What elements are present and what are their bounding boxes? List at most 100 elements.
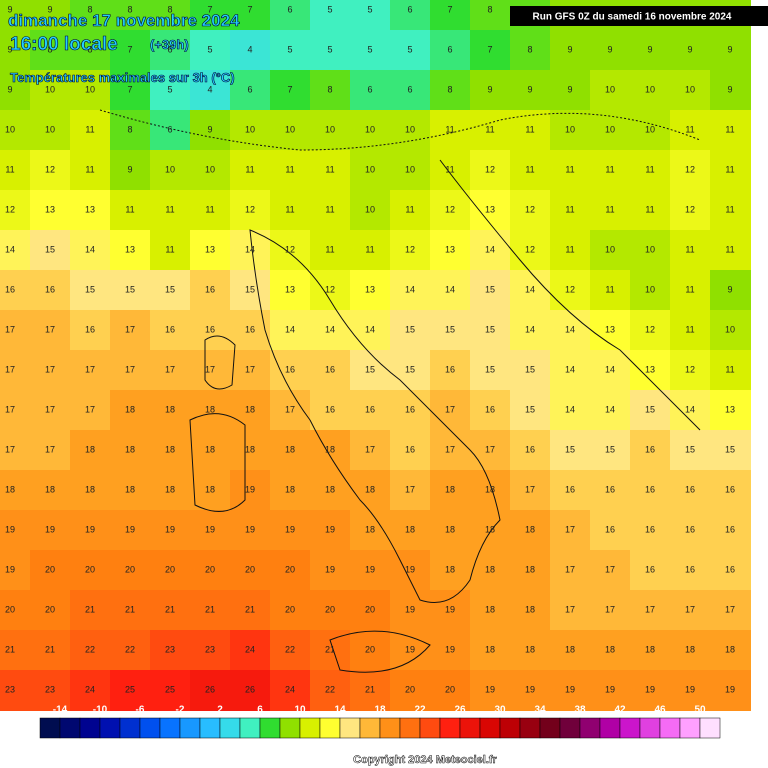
temp-cell — [390, 590, 431, 631]
temp-cell — [150, 390, 191, 431]
legend-swatch — [579, 717, 601, 739]
temp-cell — [350, 590, 391, 631]
temp-value: 16 — [525, 444, 535, 454]
temp-cell — [0, 270, 31, 311]
temp-value: 15 — [405, 364, 415, 374]
temp-value: 10 — [285, 124, 295, 134]
sicily — [329, 630, 431, 673]
temp-value: 18 — [85, 484, 95, 494]
temp-value: 19 — [605, 684, 615, 694]
temp-cell — [510, 470, 551, 511]
temp-cell — [470, 230, 511, 271]
temp-value: 14 — [245, 244, 255, 254]
temp-cell — [30, 630, 71, 671]
temp-cell — [390, 430, 431, 471]
temp-cell — [0, 30, 31, 71]
temp-cell — [430, 350, 471, 391]
temp-cell — [350, 230, 391, 271]
temp-value: 18 — [685, 644, 695, 654]
temp-cell — [430, 310, 471, 351]
temp-cell — [110, 190, 151, 231]
temp-value: 11 — [85, 124, 94, 134]
temp-cell — [510, 30, 551, 71]
temp-value: 18 — [285, 444, 295, 454]
temp-value: 11 — [725, 124, 734, 134]
legend-swatch — [99, 717, 121, 739]
temp-cell — [550, 630, 591, 671]
temp-value: 11 — [725, 364, 734, 374]
temp-cell — [190, 0, 231, 31]
temp-value: 7 — [127, 44, 132, 54]
temp-cell — [30, 670, 71, 711]
temp-cell — [310, 350, 351, 391]
temp-value: 15 — [485, 284, 495, 294]
temp-value: 9 — [647, 44, 652, 54]
temp-value: 11 — [645, 204, 654, 214]
temp-cell — [0, 190, 31, 231]
temp-value: 11 — [405, 204, 414, 214]
temp-value: 4 — [247, 44, 252, 54]
temp-cell — [70, 70, 111, 111]
temp-cell — [110, 30, 151, 71]
temp-value: 17 — [565, 604, 575, 614]
temp-value: 11 — [485, 124, 494, 134]
temp-cell — [550, 110, 591, 151]
legend-label: -4 — [156, 747, 165, 758]
temp-value: 21 — [365, 684, 375, 694]
temp-cell — [430, 430, 471, 471]
temp-value: 17 — [725, 604, 735, 614]
legend-label: 48 — [674, 747, 686, 758]
temp-cell — [470, 150, 511, 191]
temp-cell — [350, 70, 391, 111]
legend-swatch — [459, 717, 481, 739]
temp-cell — [230, 350, 271, 391]
temp-value: 15 — [445, 324, 455, 334]
temp-value: 11 — [685, 284, 694, 294]
legend-label: 42 — [614, 705, 626, 716]
temp-cell — [510, 230, 551, 271]
temp-value: 10 — [405, 124, 415, 134]
temp-value: 15 — [645, 404, 655, 414]
temp-value: 10 — [645, 124, 655, 134]
temp-value: 20 — [85, 564, 95, 574]
temp-value: 16 — [205, 284, 215, 294]
temp-value: 19 — [85, 524, 95, 534]
temp-cell — [150, 190, 191, 231]
temp-cell — [150, 270, 191, 311]
temp-cell — [390, 510, 431, 551]
temp-cell — [470, 510, 511, 551]
temp-cell — [510, 430, 551, 471]
temp-value: 21 — [125, 604, 135, 614]
temp-value: 12 — [485, 164, 495, 174]
temp-cell — [550, 70, 591, 111]
temp-value: 15 — [525, 364, 535, 374]
temp-value: 6 — [167, 44, 172, 54]
temp-cell — [190, 550, 231, 591]
temp-value: 22 — [125, 644, 135, 654]
temp-cell — [430, 470, 471, 511]
temp-cell — [470, 430, 511, 471]
temp-value: 18 — [645, 644, 655, 654]
temp-value: 14 — [525, 324, 535, 334]
temp-cell — [390, 230, 431, 271]
temp-cell — [470, 470, 511, 511]
temp-value: 11 — [445, 124, 454, 134]
temp-cell — [0, 390, 31, 431]
temp-value: 11 — [125, 204, 134, 214]
lead-time: (+39h) — [150, 37, 189, 52]
temp-value: 18 — [45, 484, 55, 494]
temp-value: 13 — [645, 364, 655, 374]
temp-value: 4 — [207, 84, 212, 94]
temp-cell — [150, 590, 191, 631]
temp-cell — [70, 510, 111, 551]
temp-cell — [70, 670, 111, 711]
temp-cell — [590, 110, 631, 151]
temp-value: 11 — [565, 204, 574, 214]
temp-cell — [390, 310, 431, 351]
temp-cell — [310, 510, 351, 551]
temp-cell — [710, 150, 751, 191]
temp-cell — [470, 350, 511, 391]
legend-swatch — [659, 717, 681, 739]
temp-cell — [270, 0, 311, 31]
temp-cell — [510, 630, 551, 671]
